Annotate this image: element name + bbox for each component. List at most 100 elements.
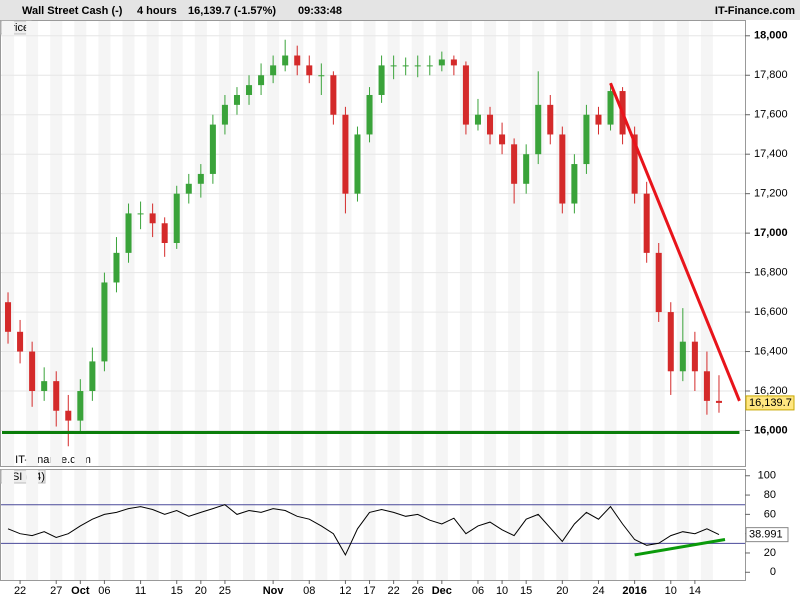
- stripe: [291, 21, 304, 466]
- stripe: [628, 21, 641, 466]
- last-rsi-box: [745, 527, 789, 543]
- candle-body: [258, 75, 265, 86]
- rsi-tick-label: 20: [764, 547, 776, 559]
- stripe: [218, 470, 231, 580]
- x-tick-label: 10: [496, 585, 508, 597]
- x-tick-label: 10: [665, 585, 677, 597]
- candle-body: [547, 104, 554, 135]
- candle-body: [571, 164, 578, 204]
- candle-body: [17, 331, 24, 352]
- stripe: [194, 470, 207, 580]
- candle-body: [643, 193, 650, 253]
- brand: IT-Finance.com: [715, 5, 795, 17]
- stripe: [411, 21, 424, 466]
- candle-body: [29, 351, 36, 392]
- last-price-box: [745, 395, 795, 411]
- stripe: [243, 470, 256, 580]
- stripe: [411, 470, 424, 580]
- candle-body: [197, 173, 204, 184]
- trendline: [609, 82, 741, 402]
- y-tick-label: 17,800: [754, 69, 788, 81]
- y-tick-label: 16,000: [754, 424, 788, 436]
- candle-body: [89, 361, 96, 392]
- candle-body: [583, 114, 590, 165]
- y-tick-label: 16,600: [754, 306, 788, 318]
- stripe: [484, 21, 497, 466]
- stripe: [556, 470, 569, 580]
- candle-body: [233, 94, 240, 105]
- candle-body: [426, 65, 433, 67]
- stripe: [700, 470, 713, 580]
- candle-body: [703, 371, 710, 401]
- x-tick-label: Oct: [71, 585, 90, 597]
- candle-body: [209, 124, 216, 174]
- candle-body: [294, 55, 301, 66]
- instrument: Wall Street Cash (-): [22, 5, 123, 17]
- stripe: [50, 21, 63, 466]
- stripe: [146, 21, 159, 466]
- stripe: [98, 470, 111, 580]
- rsi-trendline: [634, 537, 726, 557]
- x-tick-label: 11: [135, 585, 146, 597]
- x-tick-label: Dec: [432, 585, 452, 597]
- rsi-tick-label: 60: [764, 508, 776, 520]
- y-tick-label: 16,200: [754, 385, 788, 397]
- candle-body: [535, 104, 542, 155]
- stripe: [508, 21, 521, 466]
- stripe: [243, 21, 256, 466]
- stripe: [98, 21, 111, 466]
- candle-body: [221, 104, 228, 125]
- stripe: [146, 470, 159, 580]
- x-tick-label: 27: [50, 585, 62, 597]
- stripe: [700, 21, 713, 466]
- candle-body: [655, 252, 662, 313]
- stripe: [387, 470, 400, 580]
- stripe: [170, 470, 183, 580]
- last-rsi: 38.991: [749, 529, 783, 541]
- time: 09:33:48: [298, 5, 342, 17]
- candle-body: [366, 94, 373, 135]
- stripe: [459, 470, 472, 580]
- y-tick-label: 17,200: [754, 188, 788, 200]
- y-tick-label: 16,800: [754, 267, 788, 279]
- stripe: [74, 21, 87, 466]
- candle-body: [173, 193, 180, 243]
- y-tick-label: 16,400: [754, 345, 788, 357]
- candle-body: [342, 114, 349, 194]
- stripe: [26, 470, 39, 580]
- candle-body: [113, 252, 120, 283]
- candle-body: [77, 391, 84, 421]
- stripe: [652, 470, 665, 580]
- x-tick-label: 14: [689, 585, 701, 597]
- rsi-tick-label: 0: [770, 566, 776, 578]
- x-tick-label: 15: [171, 585, 183, 597]
- stripe: [580, 470, 593, 580]
- candle-body: [149, 213, 156, 224]
- stripe: [291, 470, 304, 580]
- candle-body: [438, 59, 445, 66]
- stripe: [484, 470, 497, 580]
- stripe: [50, 470, 63, 580]
- candle-body: [414, 65, 421, 67]
- rsi-tick-label: 80: [764, 489, 776, 501]
- x-tick-label: 06: [98, 585, 110, 597]
- candle-body: [306, 65, 313, 76]
- stripe: [604, 470, 617, 580]
- stripe: [580, 21, 593, 466]
- candle-body: [354, 134, 361, 194]
- x-tick-label: 26: [412, 585, 424, 597]
- x-tick-label: 08: [303, 585, 315, 597]
- period: 4 hours: [137, 5, 177, 17]
- candle-body: [318, 75, 325, 77]
- y-tick-label: 17,600: [754, 109, 788, 121]
- stripe: [267, 21, 280, 466]
- y-tick-label: 17,400: [754, 148, 788, 160]
- x-tick-label: 17: [363, 585, 375, 597]
- x-tick-label: 15: [520, 585, 532, 597]
- stripe: [339, 470, 352, 580]
- candle-body: [402, 65, 409, 67]
- x-tick-label: 24: [592, 585, 604, 597]
- candle-body: [595, 114, 602, 125]
- stripe: [435, 21, 448, 466]
